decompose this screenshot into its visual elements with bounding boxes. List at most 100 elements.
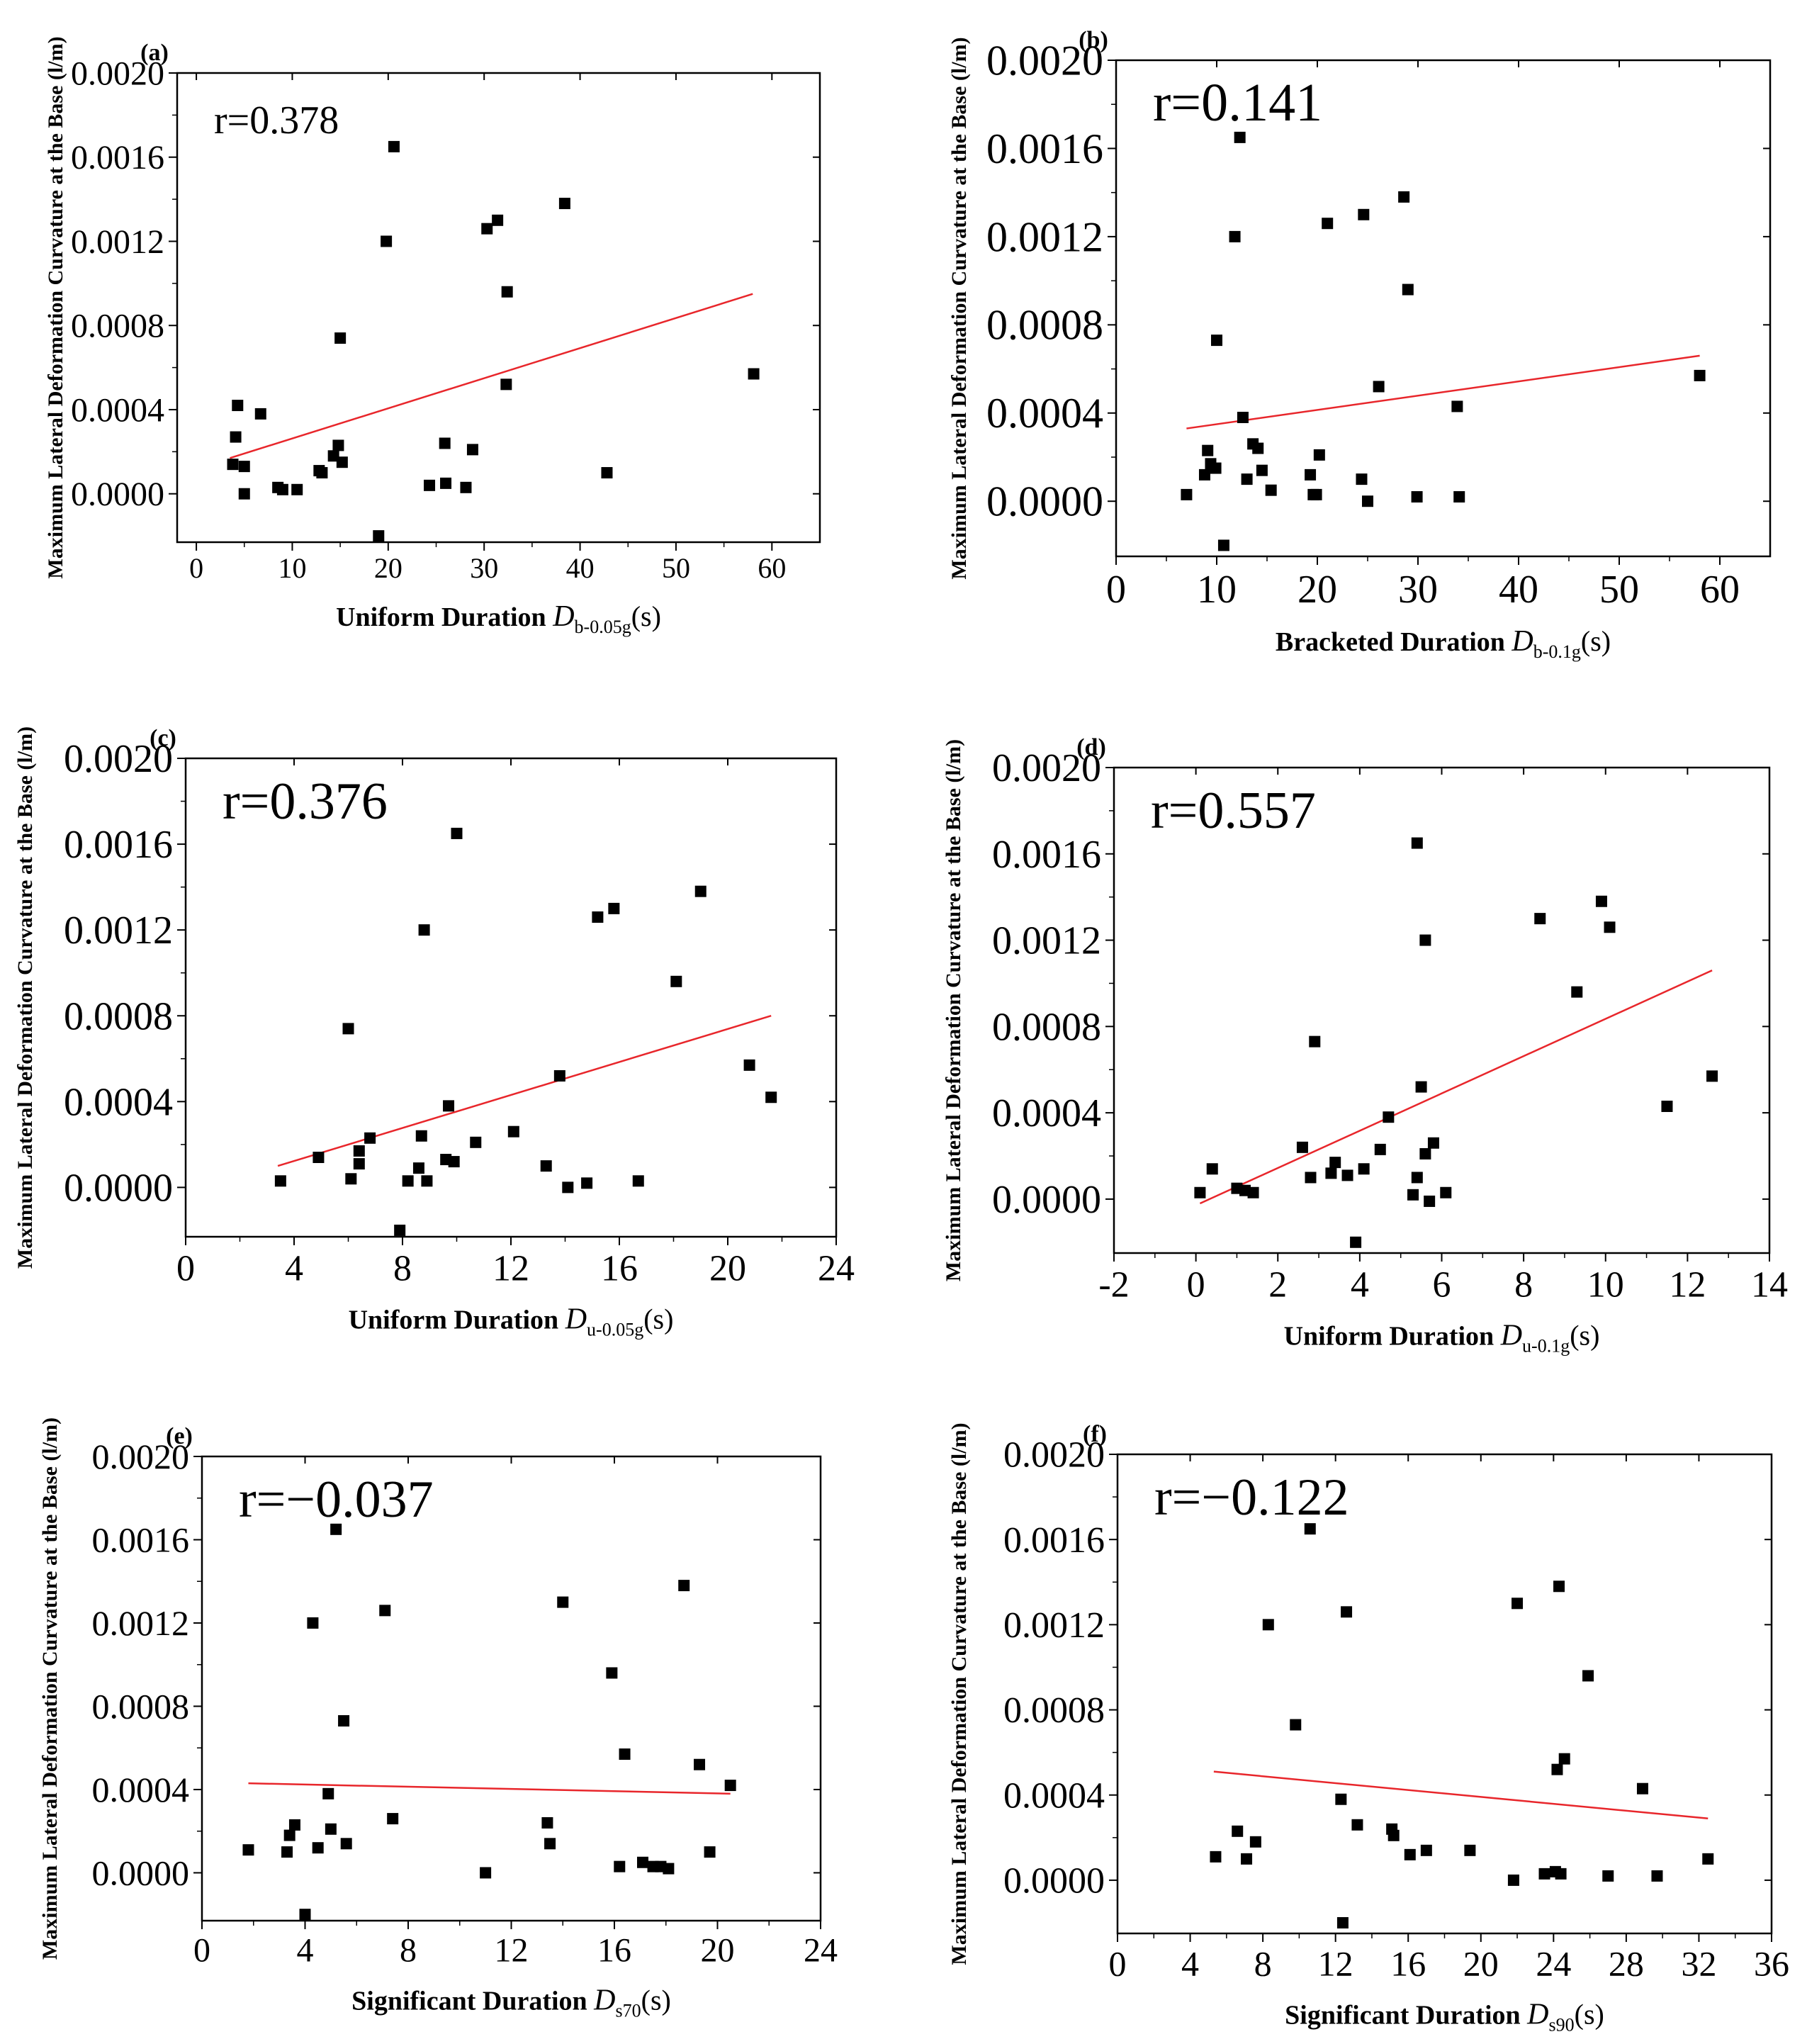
data-point xyxy=(402,1175,414,1187)
x-tick-label: 2 xyxy=(1268,1264,1287,1305)
x-axis-label-subscript: u-0.05g xyxy=(587,1319,643,1340)
data-point xyxy=(1241,1853,1253,1865)
data-point xyxy=(1296,1141,1308,1153)
data-point xyxy=(558,198,570,210)
data-point xyxy=(242,1844,254,1856)
x-tick-label: 4 xyxy=(297,1932,314,1970)
y-tick-label: 0.0008 xyxy=(992,1005,1101,1049)
x-tick-label: 24 xyxy=(1536,1944,1571,1984)
data-point xyxy=(606,1667,618,1679)
data-point xyxy=(440,477,452,489)
x-tick-label: 20 xyxy=(709,1248,746,1288)
y-tick-label: 0.0016 xyxy=(992,833,1101,877)
x-axis-label-suffix: (s) xyxy=(643,1303,673,1335)
x-tick-label: 16 xyxy=(1390,1944,1426,1984)
data-point xyxy=(1427,1137,1439,1149)
data-point xyxy=(1211,335,1222,347)
x-tick-label: 20 xyxy=(1297,568,1337,612)
x-tick-label: 0 xyxy=(1106,568,1126,612)
x-axis-label-text: Bracketed Duration xyxy=(1276,627,1512,657)
data-point xyxy=(334,332,347,344)
correlation-annotation: r=0.376 xyxy=(223,773,388,831)
panel-4: (d) -2 0 2 4 6 8 10 12 14 0.0000 0.0004 0.0008 0.0012… xyxy=(942,734,1788,1356)
x-axis-label-text: Uniform Duration xyxy=(336,602,553,632)
trend-line xyxy=(1213,1770,1709,1820)
x-axis-label-symbol: D xyxy=(552,600,574,633)
data-point xyxy=(274,1175,286,1187)
data-point xyxy=(238,461,250,473)
trend-line xyxy=(1186,354,1700,429)
x-tick-label: 10 xyxy=(1587,1264,1624,1305)
data-point xyxy=(327,450,339,462)
x-tick-label: 20 xyxy=(701,1932,735,1970)
x-tick-label: 8 xyxy=(1254,1944,1272,1984)
data-point xyxy=(1247,1186,1259,1198)
data-point xyxy=(342,1023,354,1035)
data-point xyxy=(230,431,242,443)
data-point xyxy=(663,1863,675,1875)
data-point xyxy=(338,1715,350,1727)
data-point xyxy=(1407,1189,1419,1201)
data-point xyxy=(1411,837,1423,849)
y-tick-label: 0.0004 xyxy=(992,1091,1101,1135)
data-point xyxy=(364,1132,376,1144)
data-point xyxy=(1694,369,1706,381)
data-point xyxy=(748,368,760,380)
y-tick-label: 0.0016 xyxy=(92,1520,190,1559)
x-axis-label: Significant Duration Ds90(s) xyxy=(1285,1999,1604,2035)
data-point xyxy=(353,1158,365,1170)
panel-label: (a) xyxy=(140,40,169,66)
data-point xyxy=(1411,1172,1423,1184)
y-tick-label: 0.0020 xyxy=(992,746,1101,790)
y-axis-label: Maximum Lateral Deformation Curvature at… xyxy=(947,1422,971,1965)
data-point xyxy=(637,1856,649,1868)
data-point xyxy=(1411,491,1423,502)
x-axis-label: Significant Duration Ds70(s) xyxy=(351,1984,671,2021)
data-point xyxy=(1194,1186,1206,1198)
x-axis-label-text: Significant Duration xyxy=(1285,2001,1527,2031)
data-point xyxy=(1571,986,1583,998)
x-axis-label-suffix: (s) xyxy=(641,1984,671,2016)
data-point xyxy=(232,400,244,412)
x-tick-label: 12 xyxy=(1669,1264,1706,1305)
panel-2: (b) 0 10 20 30 40 50 60 0.0000 0.0004 0.0008 0.0012… xyxy=(947,27,1772,662)
plot-frame xyxy=(176,72,821,544)
data-point xyxy=(1534,913,1546,925)
y-tick-label: 0.0008 xyxy=(1003,1690,1105,1731)
data-point xyxy=(439,437,451,449)
x-tick-label: 16 xyxy=(597,1932,631,1970)
data-point xyxy=(1309,1035,1321,1048)
y-tick-label: 0.0016 xyxy=(71,139,164,176)
correlation-annotation: r=−0.122 xyxy=(1154,1469,1349,1527)
x-axis-label-suffix: (s) xyxy=(1581,625,1611,657)
data-point xyxy=(387,1813,399,1825)
data-point xyxy=(704,1846,716,1858)
data-point xyxy=(299,1909,311,1921)
y-tick-label: 0.0008 xyxy=(986,302,1103,349)
plot-frame xyxy=(1113,766,1771,1254)
y-tick-label: 0.0016 xyxy=(1003,1520,1105,1561)
y-tick-label: 0.0000 xyxy=(64,1166,173,1210)
trend-line xyxy=(248,1782,731,1795)
data-point xyxy=(632,1175,644,1187)
data-point xyxy=(1305,468,1317,481)
data-point xyxy=(1582,1670,1594,1682)
x-tick-label: 50 xyxy=(662,552,690,584)
data-point xyxy=(322,1787,334,1799)
data-point xyxy=(724,1780,736,1792)
panel-6: (f) 0 4 8 12 16 20 24 28 32 36 0.0000 0.0004 0.0008 0.… xyxy=(947,1421,1789,2035)
trend-line xyxy=(230,293,753,459)
y-tick-label: 0.0012 xyxy=(992,919,1101,963)
data-point xyxy=(1706,1070,1718,1082)
data-point xyxy=(1402,283,1414,296)
trend-line xyxy=(277,1015,772,1167)
y-tick-label: 0.0008 xyxy=(64,994,173,1038)
x-tick-label: 6 xyxy=(1433,1264,1451,1305)
data-point xyxy=(283,1829,295,1841)
data-point xyxy=(332,439,344,451)
data-point xyxy=(1453,491,1465,502)
data-point xyxy=(562,1181,574,1194)
x-axis-label-subscript: s90 xyxy=(1549,2015,1575,2035)
data-point xyxy=(1217,539,1229,551)
data-point xyxy=(313,1152,325,1164)
